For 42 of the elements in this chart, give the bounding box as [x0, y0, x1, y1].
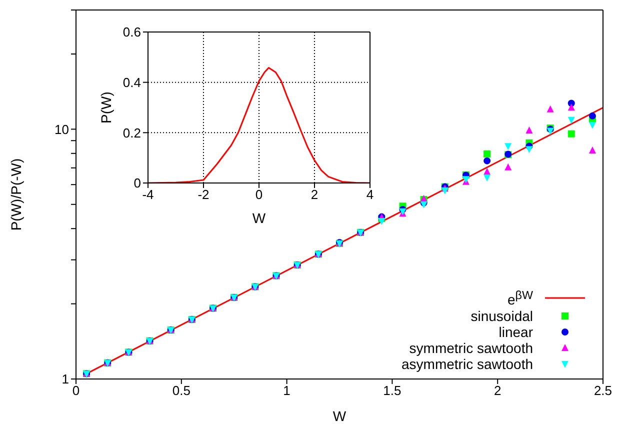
point [568, 116, 575, 124]
x-tick-label: 2.5 [594, 383, 612, 398]
point [378, 218, 386, 226]
point [588, 146, 596, 154]
x-tick-label: 0.5 [172, 383, 190, 398]
y-tick-label: 10 [54, 122, 69, 137]
y-tick-label: 0.4 [122, 74, 141, 90]
y-tick-label: 0.2 [122, 125, 141, 140]
legend-label: e$^{βW}$ [507, 288, 533, 308]
point [526, 126, 533, 134]
x-axis-title: W [252, 210, 266, 226]
point [568, 104, 575, 111]
x-tick-label: 4 [366, 187, 374, 202]
y-tick-label: 0 [134, 176, 141, 191]
legend-label: sinusoidal [470, 308, 533, 324]
point [588, 122, 596, 129]
point [484, 150, 491, 158]
point [504, 163, 512, 170]
x-tick-label: -4 [142, 187, 154, 202]
x-tick-label: 1.5 [383, 383, 402, 398]
x-tick-label: 0 [255, 187, 263, 202]
legend-label: linear [498, 324, 533, 340]
legend-label: asymmetric sawtooth [402, 356, 533, 372]
y-axis-title: P(W) [98, 92, 114, 124]
y-tick-label: 0.6 [122, 24, 141, 40]
x-tick-label: 1 [283, 383, 290, 398]
point [546, 105, 554, 112]
point [526, 146, 533, 154]
x-tick-label: -2 [198, 187, 210, 202]
point [504, 143, 512, 150]
point [588, 112, 596, 120]
point [484, 168, 491, 175]
y-axis-title: P(W)/P(-W) [8, 158, 24, 231]
x-tick-label: 0 [72, 383, 80, 398]
legend-label: symmetric sawtooth [409, 340, 533, 356]
x-tick-label: 2 [310, 187, 318, 202]
point [484, 157, 491, 164]
point [484, 174, 491, 182]
point [441, 187, 448, 194]
point [568, 130, 575, 138]
x-tick-label: 2 [494, 383, 502, 398]
x-axis-title: W [332, 408, 347, 424]
